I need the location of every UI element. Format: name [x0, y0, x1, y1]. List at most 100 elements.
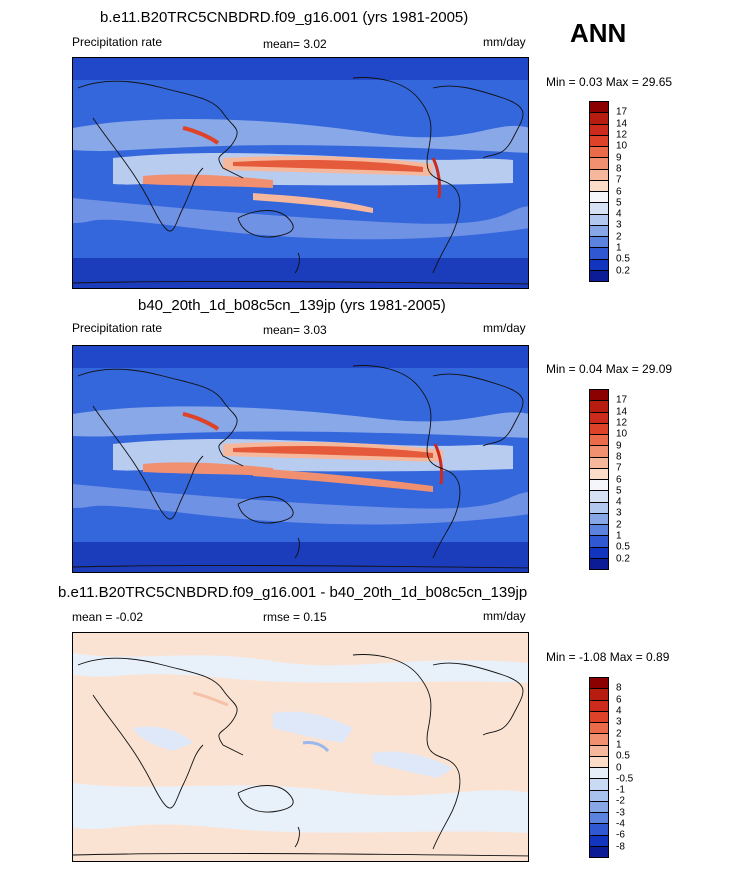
- panel3-colorbar-tick-label: 3: [616, 716, 622, 728]
- panel3-rmse-label: rmse = 0.15: [263, 610, 327, 624]
- panel3-colorbar-swatch: [590, 700, 608, 712]
- panel3-colorbar-tick-label: -2: [616, 795, 625, 807]
- panel2-colorbar-tick-label: 8: [616, 451, 622, 463]
- panel3-map: [72, 632, 529, 862]
- panel1-colorbar-swatch: [590, 102, 608, 114]
- panel2-variable-label: Precipitation rate: [72, 321, 163, 335]
- panel2-colorbar-tick-label: 12: [616, 417, 628, 429]
- panel3-colorbar-swatch: [590, 745, 608, 757]
- panel2-colorbar-swatch: [590, 401, 608, 413]
- panel2-title: b40_20th_1d_b08c5cn_139jp (yrs 1981-2005…: [138, 297, 446, 314]
- panel1-colorbar-tick-label: 14: [616, 118, 628, 130]
- panel3-colorbar-tick-label: 8: [616, 682, 622, 694]
- panel2-colorbar-tick-label: 6: [616, 474, 622, 485]
- panel3-colorbar-swatch: [590, 689, 608, 701]
- panel1-colorbar-tick-label: 2: [616, 231, 622, 243]
- panel1-minmax: Min = 0.03 Max = 29.65: [546, 75, 673, 89]
- panel1-map: [72, 57, 529, 289]
- panel2-colorbar-ticks: 17 14 12 10 9 8 7 6 5 4 3 2 1 0.5 0.2: [589, 389, 649, 570]
- panel1-mean-label: mean= 3.02: [263, 37, 327, 51]
- panel1-variable-label: Precipitation rate: [72, 35, 163, 49]
- panel3-colorbar-tick-label: -3: [616, 807, 625, 819]
- panel2-colorbar-tick-label: 10: [616, 428, 628, 440]
- panel2-colorbar-swatch: [590, 423, 608, 435]
- panel1-colorbar-tick-label: 12: [616, 129, 628, 141]
- panel1-colorbar-swatch: [590, 135, 608, 147]
- panel1-colorbar-tick-label: 10: [616, 140, 628, 152]
- panel2-colorbar-tick-label: 1: [616, 530, 622, 542]
- panel1-colorbar-swatch: [590, 180, 608, 192]
- panel2-minmax: Min = 0.04 Max = 29.09: [546, 362, 673, 376]
- panel3-colorbar-tick-label: -6: [616, 829, 625, 841]
- panel1-colorbar-swatch: [590, 270, 608, 281]
- panel1-colorbar-tick-label: 0.5: [616, 253, 630, 265]
- panel3-colorbar-tick-label: 2: [616, 728, 622, 740]
- panel3-map-graphic: [73, 633, 528, 861]
- panel3-colorbar-tick-label: 0: [616, 762, 622, 773]
- panel2-colorbar-tick-label: 4: [616, 496, 622, 508]
- panel2-colorbar-swatch: [590, 480, 608, 492]
- panel3-minmax: Min = -1.08 Max = 0.89: [546, 650, 670, 664]
- panel2-colorbar-swatch: [590, 525, 608, 537]
- panel1-colorbar-swatch: [590, 113, 608, 125]
- panel2-map: [72, 345, 529, 573]
- panel3-colorbar-tick-label: 1: [616, 739, 622, 751]
- panel1-colorbar-tick-label: 0.2: [616, 265, 630, 277]
- panel1-unit-label: mm/day: [483, 35, 526, 49]
- panel1-colorbar-swatch: [590, 248, 608, 260]
- panel1-colorbar-swatch: [590, 225, 608, 237]
- panel3-colorbar-tick-label: -0.5: [616, 773, 634, 785]
- panel2-colorbar-tick-label: 5: [616, 485, 622, 497]
- panel2-colorbar-swatch: [590, 435, 608, 447]
- panel1-colorbar-tick-label: 1: [616, 242, 622, 254]
- panel1-colorbar-tick-label: 3: [616, 219, 622, 231]
- panel2-colorbar: [589, 389, 609, 570]
- panel1-colorbar-tick-label: 6: [616, 186, 622, 197]
- panel2-colorbar-swatch: [590, 558, 608, 569]
- panel2-colorbar-tick-label: 0.2: [616, 553, 630, 565]
- panel3-colorbar-swatch: [590, 779, 608, 791]
- panel1-colorbar: [589, 101, 609, 282]
- panel1-colorbar-tick-label: 5: [616, 197, 622, 209]
- panel3-colorbar-swatch: [590, 756, 608, 768]
- panel1-colorbar-tick-label: 4: [616, 208, 622, 220]
- panel3-colorbar-swatch: [590, 678, 608, 690]
- panel3-title: b.e11.B20TRC5CNBDRD.f09_g16.001 - b40_20…: [58, 584, 528, 601]
- panel2-colorbar-swatch: [590, 446, 608, 458]
- panel1-colorbar-swatch: [590, 147, 608, 159]
- panel1-colorbar-tick-label: 9: [616, 152, 622, 164]
- panel2-colorbar-tick-label: 0.5: [616, 541, 630, 553]
- panel3-colorbar-swatch: [590, 813, 608, 825]
- panel3-mean-label: mean = -0.02: [72, 610, 144, 624]
- panel1-colorbar-tick-label: 8: [616, 163, 622, 175]
- panel2-colorbar-tick-label: 14: [616, 406, 628, 418]
- panel1-colorbar-tick-label: 7: [616, 174, 622, 186]
- panel1-colorbar-swatch: [590, 192, 608, 204]
- panel3-unit-label: mm/day: [483, 609, 526, 623]
- panel2-colorbar-tick-label: 17: [616, 394, 628, 406]
- panel2-colorbar-swatch: [590, 536, 608, 548]
- panel1-colorbar-swatch: [590, 259, 608, 271]
- panel2-colorbar-tick-label: 2: [616, 519, 622, 531]
- panel1-colorbar-swatch: [590, 214, 608, 226]
- panel2-unit-label: mm/day: [483, 321, 526, 335]
- panel3-colorbar-tick-label: 0.5: [616, 750, 630, 762]
- panel2-colorbar-tick-label: 9: [616, 440, 622, 452]
- panel1-title: b.e11.B20TRC5CNBDRD.f09_g16.001 (yrs 198…: [100, 9, 469, 26]
- panel2-colorbar-swatch: [590, 457, 608, 469]
- panel3-colorbar-swatch: [590, 835, 608, 847]
- panel2-colorbar-tick-label: 7: [616, 462, 622, 474]
- panel3-colorbar-swatch: [590, 711, 608, 723]
- panel2-colorbar-swatch: [590, 502, 608, 514]
- panel3-colorbar-swatch: [590, 790, 608, 802]
- panel3-colorbar-tick-label: -4: [616, 818, 625, 830]
- panel3-colorbar-tick-label: -8: [616, 841, 625, 853]
- panel2-colorbar-swatch: [590, 491, 608, 503]
- panel1-colorbar-swatch: [590, 203, 608, 215]
- panel2-colorbar-swatch: [590, 468, 608, 480]
- panel2-colorbar-swatch: [590, 547, 608, 559]
- panel3-colorbar-tick-label: 4: [616, 705, 622, 717]
- panel1-colorbar-swatch: [590, 169, 608, 181]
- panel2-colorbar-tick-label: 3: [616, 507, 622, 519]
- panel1-map-graphic: [73, 58, 528, 288]
